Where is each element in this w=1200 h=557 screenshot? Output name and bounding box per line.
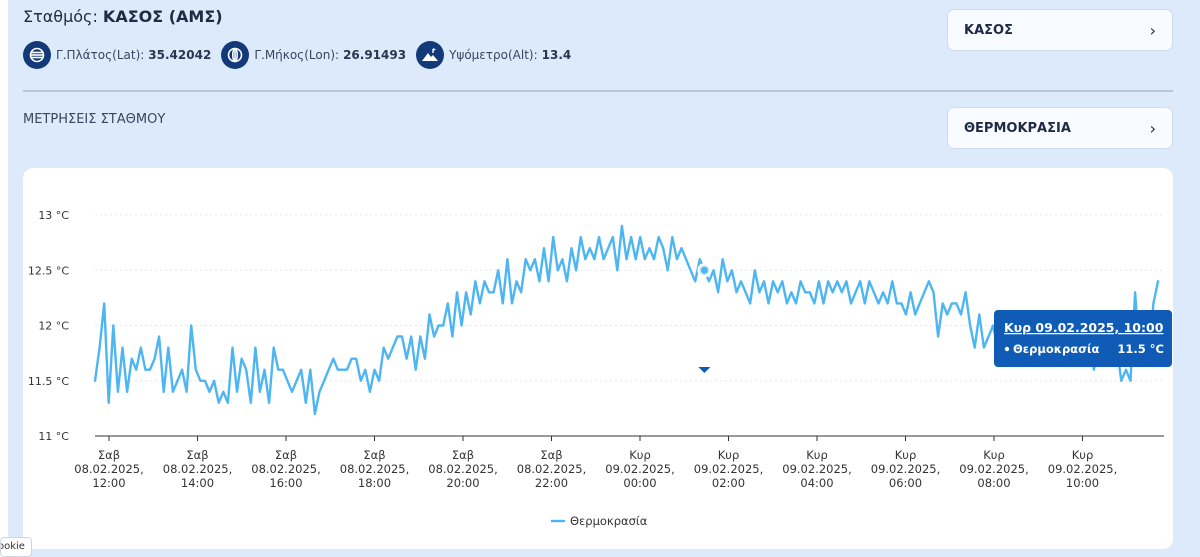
x-tick-label: 09.02.2025, [694,462,764,476]
x-tick-label: Σαβ [452,448,474,462]
x-tick-label: 00:00 [623,476,656,490]
x-tick-label: 09.02.2025, [605,462,675,476]
x-tick-label: 22:00 [535,476,568,490]
x-tick-label: Κυρ [983,448,1005,462]
y-tick-label: 12 °C [38,320,69,333]
x-tick-label: Κυρ [806,448,828,462]
x-tick-label: 20:00 [446,476,479,490]
altitude-icon [416,41,445,69]
temperature-chart: 13 °C12.5 °C12 °C11.5 °C11 °C Σαβ08.02.2… [28,209,1172,528]
station-select-label: ΚΑΣΟΣ [964,22,1013,38]
measurement-select[interactable]: ΘΕΡΜΟΚΡΑΣΙΑ › [947,107,1173,149]
x-tick-label: Σαβ [98,448,120,462]
x-tick-label: 10:00 [1066,476,1099,490]
chevron-right-icon: › [1149,118,1156,138]
y-tick-label: 11 °C [38,430,69,443]
altitude: Υψόμετρο(Alt): 13.4 [416,41,571,69]
altitude-label: Υψόμετρο(Alt): [449,48,538,62]
x-tick-label: Σαβ [363,448,385,462]
chevron-right-icon: › [1149,20,1156,40]
x-tick-label: 06:00 [889,476,922,490]
longitude-value: 26.91493 [343,48,407,62]
x-tick-label: 08.02.2025, [251,462,321,476]
x-tick-label: 18:00 [358,476,391,490]
tooltip-series: Θερμοκρασία [1013,342,1100,356]
x-tick-label: Κυρ [629,448,651,462]
x-tick-label: Σαβ [186,448,208,462]
x-tick-label: 08.02.2025, [428,462,498,476]
tooltip-title: Κυρ 09.02.2025, 10:00 [1004,320,1164,335]
x-tick-label: 08.02.2025, [517,462,587,476]
x-tick-label: 09.02.2025, [959,462,1029,476]
x-tick-label: 08.02.2025, [340,462,410,476]
measurement-select-label: ΘΕΡΜΟΚΡΑΣΙΑ [964,120,1071,136]
cookie-button[interactable]: Cookie [0,537,32,557]
latitude-icon [23,41,51,69]
series-line-temperature [93,224,1160,416]
station-name: ΚΑΣΟΣ (ΑΜΣ) [102,7,223,26]
x-tick-label: 04:00 [800,476,833,490]
altitude-value: 13.4 [541,48,572,62]
x-tick-label: 08.02.2025, [74,462,144,476]
station-label: Σταθμός: [23,7,98,26]
y-tick-label: 11.5 °C [28,375,69,388]
station-title: Σταθμός: ΚΑΣΟΣ (ΑΜΣ) [23,7,223,26]
x-tick-label: Κυρ [718,448,740,462]
station-select[interactable]: ΚΑΣΟΣ › [947,9,1173,51]
tooltip-pointer [698,367,711,373]
tooltip-bullet [1004,346,1010,352]
chart-card: 13 °C 12.5 °C 12 °C 11.5 °C 11 °C Σαβ 08.02.2… [23,168,1173,549]
longitude: Γ.Μήκος(Lon): 26.91493 [221,41,406,69]
x-tick-label: 08.02.2025, [163,462,233,476]
x-tick-label: 16:00 [269,476,302,490]
x-tick-label: 02:00 [712,476,745,490]
station-coordinates: Γ.Πλάτος(Lat): 35.42042 Γ.Μήκος(Lon): 26… [23,40,581,70]
longitude-label: Γ.Μήκος(Lon): [254,48,340,62]
section-title: ΜΕΤΡΗΣΕΙΣ ΣΤΑΘΜΟΥ [23,112,166,127]
x-tick-label: Κυρ [1072,448,1094,462]
y-tick-label: 13 °C [38,209,69,222]
y-tick-label: 12.5 °C [28,264,69,277]
x-tick-label: Σαβ [275,448,297,462]
tooltip-box [994,310,1172,367]
cookie-label: Cookie [1,541,25,552]
x-tick-label: 09.02.2025, [782,462,852,476]
x-tick-label: Κυρ [895,448,917,462]
x-tick-label: 08:00 [977,476,1010,490]
x-tick-label: 12:00 [92,476,125,490]
x-tick-label: 09.02.2025, [871,462,941,476]
x-tick-label: Σαβ [540,448,562,462]
latitude-label: Γ.Πλάτος(Lat): [56,48,145,62]
x-tick-label: 14:00 [181,476,214,490]
longitude-icon [221,41,250,69]
latitude: Γ.Πλάτος(Lat): 35.42042 [23,41,211,69]
tooltip-value: 11.5 °C [1117,342,1164,356]
x-tick-label: 09.02.2025, [1048,462,1118,476]
hover-point-core [700,266,708,274]
divider [23,90,1173,92]
legend-label: Θερμοκρασία [570,514,648,528]
latitude-value: 35.42042 [148,48,212,62]
